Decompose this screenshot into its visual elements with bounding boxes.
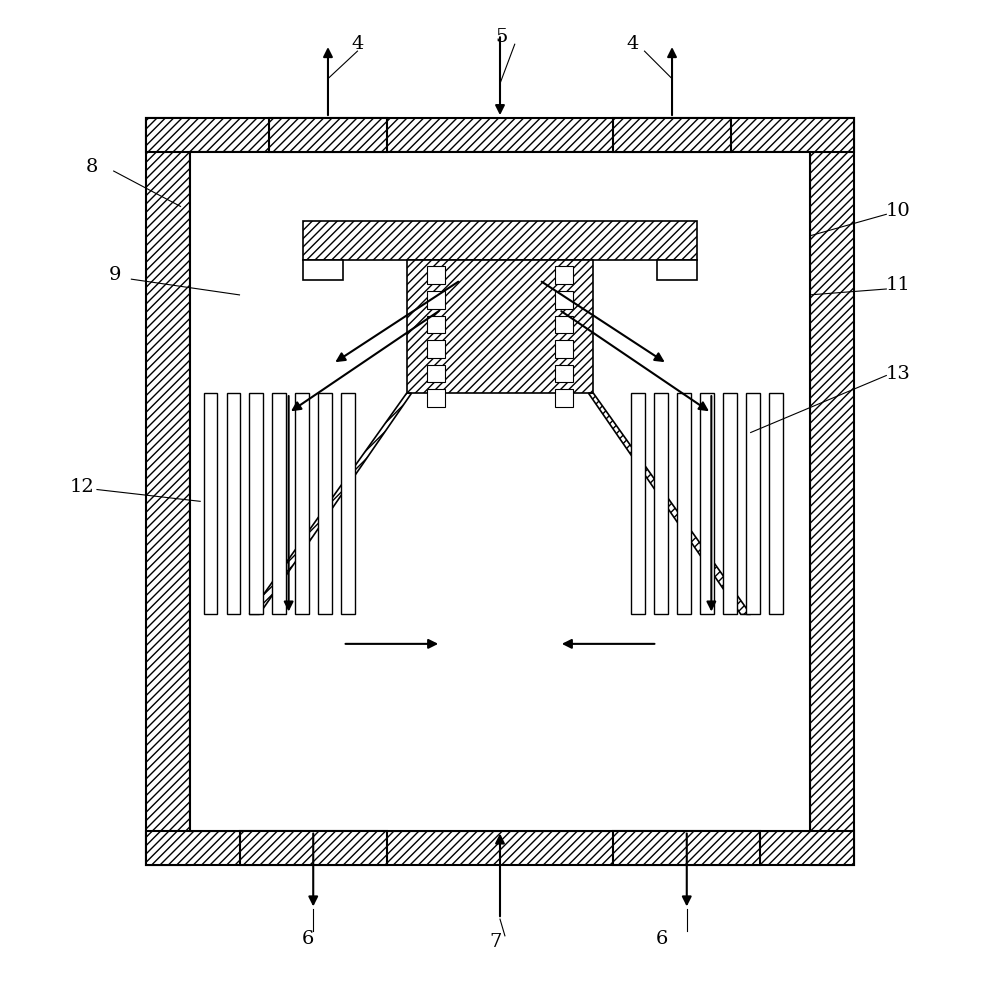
Text: 11: 11 bbox=[886, 276, 910, 294]
Bar bbox=[269, 118, 387, 152]
Bar bbox=[631, 393, 645, 614]
Text: 5: 5 bbox=[496, 29, 508, 46]
Text: 7: 7 bbox=[489, 933, 501, 951]
Polygon shape bbox=[249, 393, 412, 614]
Bar bbox=[146, 118, 854, 152]
Bar bbox=[555, 316, 573, 333]
Bar bbox=[341, 393, 355, 614]
Bar bbox=[677, 393, 691, 614]
Bar bbox=[146, 118, 190, 865]
Bar bbox=[427, 266, 445, 284]
Bar bbox=[613, 831, 760, 865]
Bar bbox=[723, 393, 737, 614]
Bar bbox=[295, 393, 309, 614]
Bar bbox=[427, 291, 445, 309]
Bar bbox=[190, 152, 810, 831]
Text: 6: 6 bbox=[302, 930, 315, 948]
Bar bbox=[555, 389, 573, 407]
Bar bbox=[427, 340, 445, 358]
Bar bbox=[146, 831, 854, 865]
Bar bbox=[427, 389, 445, 407]
Bar bbox=[303, 260, 343, 280]
Bar bbox=[427, 316, 445, 333]
Text: 10: 10 bbox=[886, 202, 910, 220]
Bar bbox=[613, 118, 731, 152]
Text: 4: 4 bbox=[351, 35, 364, 53]
Bar bbox=[657, 260, 697, 280]
Text: 6: 6 bbox=[656, 930, 668, 948]
Bar bbox=[654, 393, 668, 614]
Bar bbox=[810, 118, 854, 865]
Bar bbox=[555, 291, 573, 309]
Bar bbox=[769, 393, 783, 614]
Text: 9: 9 bbox=[108, 266, 121, 284]
Bar bbox=[204, 393, 217, 614]
Bar bbox=[318, 393, 332, 614]
Bar bbox=[555, 340, 573, 358]
Bar bbox=[407, 260, 593, 393]
Text: 4: 4 bbox=[627, 35, 639, 53]
Bar bbox=[227, 393, 240, 614]
Text: 13: 13 bbox=[886, 365, 911, 382]
Text: 8: 8 bbox=[86, 158, 98, 176]
Bar bbox=[272, 393, 286, 614]
Bar bbox=[555, 266, 573, 284]
Bar bbox=[700, 393, 714, 614]
Bar bbox=[427, 365, 445, 382]
Bar bbox=[555, 365, 573, 382]
Bar bbox=[746, 393, 760, 614]
Bar bbox=[249, 393, 263, 614]
Bar bbox=[240, 831, 387, 865]
Text: 12: 12 bbox=[70, 478, 95, 495]
Bar bbox=[303, 221, 697, 260]
Polygon shape bbox=[588, 393, 751, 614]
